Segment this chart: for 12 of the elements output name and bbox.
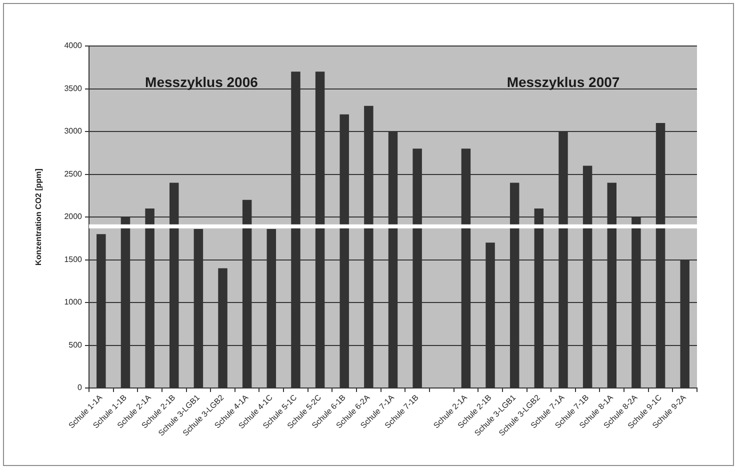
y-tick-label: 3500: [64, 84, 83, 93]
y-tick-label: 4000: [64, 41, 83, 50]
y-tick-label: 1000: [64, 298, 83, 307]
y-tick-label: 3000: [64, 126, 83, 136]
y-axis-title: Konzentration CO2 [ppm]: [34, 168, 44, 266]
y-tick-label: 1500: [64, 254, 83, 264]
y-tick-label: 2500: [64, 169, 83, 178]
annotation: Messzyklus 2006: [145, 74, 258, 90]
annotation: Messzyklus 2007: [506, 74, 620, 90]
y-tick-label: 0: [78, 383, 83, 392]
y-tick-label: 2000: [64, 212, 83, 222]
y-tick-label: 500: [68, 340, 83, 350]
